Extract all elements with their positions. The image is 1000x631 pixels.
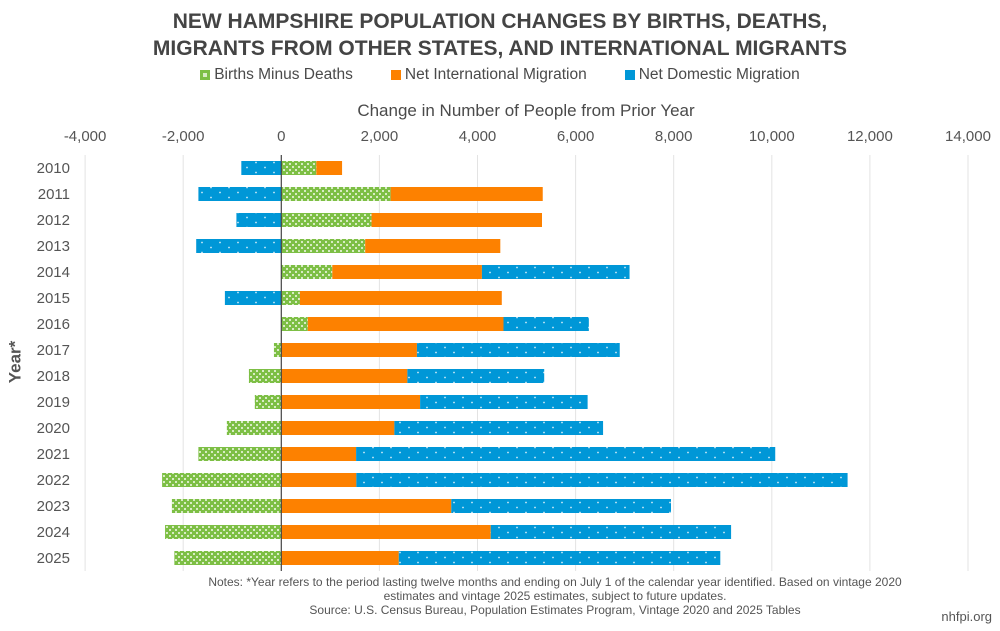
x-tick-label: 2,000 [361, 128, 399, 145]
bar-net-domestic-migration-2019 [420, 395, 588, 409]
y-tick-label: 2023 [37, 498, 70, 515]
bar-net-international-migration-2023 [281, 499, 452, 513]
bar-net-international-migration-2020 [281, 421, 395, 435]
bar-net-domestic-migration-2016 [503, 317, 589, 331]
bar-births-minus-deaths-2012 [281, 213, 372, 227]
bar-net-international-migration-2025 [281, 551, 399, 565]
bar-births-minus-deaths-2019 [254, 395, 282, 409]
bar-births-minus-deaths-2010 [281, 161, 317, 175]
bar-births-minus-deaths-2022 [162, 473, 282, 487]
bar-births-minus-deaths-2016 [281, 317, 308, 331]
bar-net-international-migration-2014 [332, 265, 482, 279]
bar-births-minus-deaths-2015 [281, 291, 300, 305]
chart-title-line-1: NEW HAMPSHIRE POPULATION CHANGES BY BIRT… [172, 10, 828, 33]
bar-net-domestic-migration-2010 [241, 161, 282, 175]
bar-births-minus-deaths-2013 [281, 239, 366, 253]
y-tick-label: 2014 [37, 264, 70, 281]
notes-line-2: estimates and vintage 2025 estimates, su… [383, 589, 727, 603]
y-tick-label: 2018 [37, 368, 70, 385]
bar-net-international-migration-2018 [281, 369, 408, 383]
bar-births-minus-deaths-2024 [165, 525, 282, 539]
y-tick-label: 2025 [37, 550, 70, 567]
bar-births-minus-deaths-2025 [174, 551, 282, 565]
y-tick-labels: 2010 2011 2012 2013 2014 2015 2016 2017 2018 2019… [37, 160, 70, 567]
legend-swatch-green [200, 70, 211, 80]
bar-net-international-migration-2013 [365, 239, 501, 253]
bar-net-international-migration-2022 [281, 473, 357, 487]
legend-item-births-minus-deaths: Births Minus Deaths [200, 66, 353, 84]
bar-net-domestic-migration-2017 [416, 343, 620, 357]
bar-net-domestic-migration-2011 [198, 187, 282, 201]
bar-net-international-migration-2010 [316, 161, 343, 175]
y-tick-label: 2021 [37, 446, 70, 463]
x-tick-label: -4,000 [64, 128, 107, 145]
legend-swatch-orange [390, 70, 401, 80]
y-tick-label: 2011 [38, 186, 70, 203]
bar-net-international-migration-2016 [307, 317, 504, 331]
x-tick-label: 10,000 [749, 128, 795, 145]
bar-net-domestic-migration-2014 [481, 265, 630, 279]
notes: Notes: *Year refers to the period lastin… [90, 575, 1000, 617]
bar-births-minus-deaths-2021 [198, 447, 282, 461]
legend-item-net-domestic-migration: Net Domestic Migration [624, 66, 800, 84]
y-tick-label: 2022 [37, 472, 70, 489]
bar-births-minus-deaths-2023 [171, 499, 282, 513]
y-tick-label: 2015 [37, 290, 70, 307]
bar-net-domestic-migration-2013 [196, 239, 282, 253]
chart-title: NEW HAMPSHIRE POPULATION CHANGES BY BIRT… [0, 8, 1000, 62]
y-tick-label: 2019 [37, 394, 70, 411]
bar-net-domestic-migration-2018 [407, 369, 545, 383]
bar-net-international-migration-2019 [281, 395, 421, 409]
x-tick-label: 12,000 [847, 128, 893, 145]
bar-net-international-migration-2011 [390, 187, 543, 201]
x-tick-label: 4,000 [459, 128, 497, 145]
x-tick-label: 14,000 [945, 128, 991, 145]
bar-births-minus-deaths-2011 [281, 187, 391, 201]
y-axis-title: Year* [5, 340, 25, 384]
bar-births-minus-deaths-2017 [273, 343, 282, 357]
legend-label: Net Domestic Migration [638, 66, 800, 83]
bar-births-minus-deaths-2020 [226, 421, 282, 435]
y-tick-label: 2012 [37, 212, 70, 229]
y-tick-label: 2020 [37, 420, 70, 437]
y-tick-label: 2010 [37, 160, 70, 177]
bars [162, 161, 848, 565]
x-tick-labels: -4,000 -2,000 0 2,000 4,000 6,000 8,000 10,000 1… [64, 128, 991, 145]
bar-net-domestic-migration-2021 [356, 447, 776, 461]
x-tick-label: -2,000 [162, 128, 205, 145]
x-tick-label: 0 [277, 128, 285, 145]
bar-net-international-migration-2024 [281, 525, 491, 539]
brand-url: nhfpi.org [941, 609, 992, 624]
bar-net-international-migration-2021 [281, 447, 357, 461]
x-axis-title: Change in Number of People from Prior Ye… [357, 101, 695, 120]
bar-net-domestic-migration-2024 [490, 525, 732, 539]
source-line: Source: U.S. Census Bureau, Population E… [309, 603, 801, 617]
legend-item-net-international-migration: Net International Migration [390, 66, 587, 84]
bar-net-domestic-migration-2020 [394, 421, 604, 435]
bar-net-international-migration-2017 [281, 343, 417, 357]
y-tick-label: 2013 [37, 238, 70, 255]
bar-net-domestic-migration-2025 [398, 551, 721, 565]
legend-label: Net International Migration [404, 66, 587, 83]
legend: Births Minus Deaths Net International Mi… [0, 66, 1000, 84]
legend-label: Births Minus Deaths [214, 66, 353, 83]
bar-births-minus-deaths-2014 [281, 265, 333, 279]
x-tick-label: 6,000 [557, 128, 595, 145]
bar-net-domestic-migration-2015 [224, 291, 282, 305]
chart-title-line-2: MIGRANTS FROM OTHER STATES, AND INTERNAT… [152, 37, 848, 60]
x-tick-label: 8,000 [655, 128, 693, 145]
y-tick-label: 2017 [37, 342, 70, 359]
bar-births-minus-deaths-2018 [248, 369, 282, 383]
notes-line-1: Notes: *Year refers to the period lastin… [208, 575, 902, 589]
bar-net-domestic-migration-2012 [236, 213, 282, 227]
bar-net-international-migration-2012 [371, 213, 543, 227]
bar-net-domestic-migration-2022 [356, 473, 848, 487]
y-tick-label: 2024 [37, 524, 70, 541]
y-tick-label: 2016 [37, 316, 70, 333]
bar-net-domestic-migration-2023 [451, 499, 672, 513]
bar-net-international-migration-2015 [299, 291, 502, 305]
legend-swatch-blue [624, 70, 635, 80]
